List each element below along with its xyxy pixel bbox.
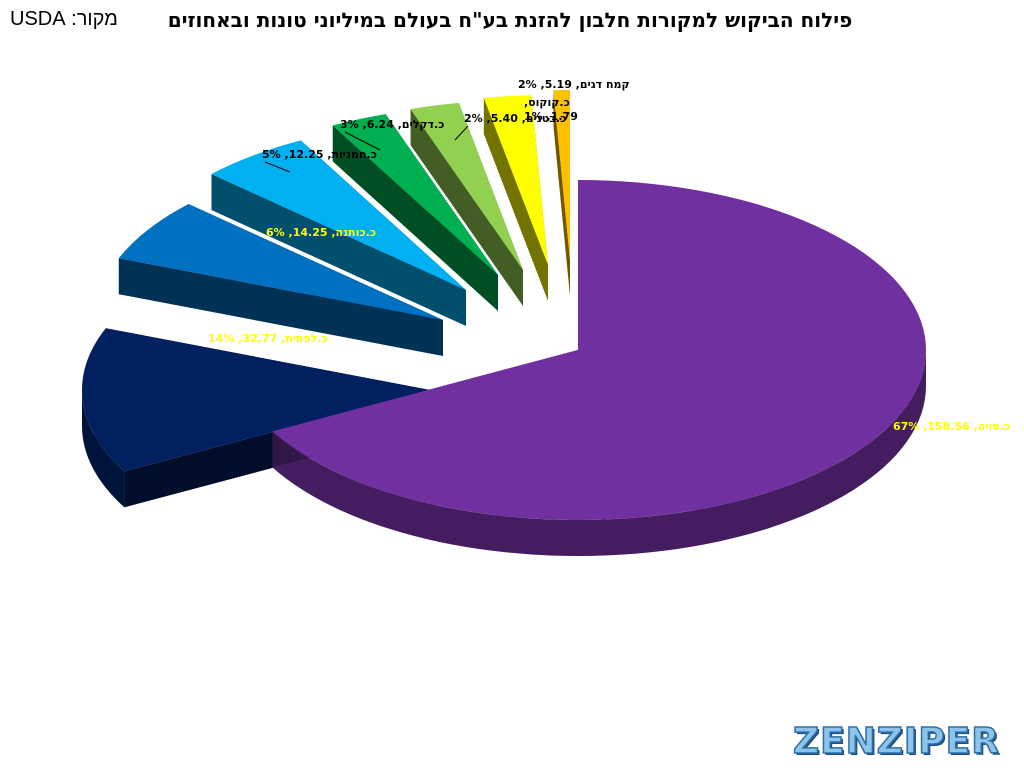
chart-title: פילוח הביקוש למקורות חלבון להזנת בע"ח בע… [167, 8, 853, 32]
pie-slice-2 [118, 204, 443, 356]
slice-wall-6-0 [483, 97, 548, 301]
zenziper-logo: ZENZIPER [792, 720, 1000, 763]
pie-slice-3 [211, 140, 466, 326]
slice-top-1 [81, 328, 431, 472]
data-label-2: כ.כותנה, 14.25, 6% [266, 226, 376, 239]
slice-top-6 [483, 95, 548, 265]
slice-top-2 [118, 204, 443, 320]
leader-line-4 [344, 131, 381, 151]
slice-wall-3-0 [211, 174, 466, 326]
slice-top-0 [272, 180, 927, 520]
slice-top-7 [553, 90, 570, 260]
slice-wall-5-0 [410, 109, 523, 306]
slice-top-4 [332, 114, 498, 275]
data-label-6: קמח דגים, 5.19, 2% [518, 78, 630, 91]
pie-slice-6 [483, 95, 548, 301]
data-label-0: כ.סויה, 158.56, 67% [893, 420, 1010, 433]
data-label-5: כ.בטנים, 5.40, 2% [464, 112, 566, 125]
leader-line-3 [264, 161, 291, 173]
data-label-4: כ.דקלים, 6.24, 3% [340, 118, 444, 131]
pie-slice-7 [553, 90, 570, 296]
slice-top-5 [410, 102, 523, 270]
data-label-3: כ.חמניות, 12.25, 5% [262, 148, 377, 161]
slice-side-0 [272, 350, 927, 556]
slice-wall-7-0 [553, 90, 570, 296]
slice-top-3 [211, 140, 466, 290]
slice-wall-2-0 [118, 258, 443, 356]
slice-side-1 [82, 390, 125, 508]
source-label: מקור: USDA [10, 8, 118, 30]
data-label-1: כ.לפתית, 32.77, 14% [208, 332, 328, 345]
pie-slice-5 [410, 102, 523, 306]
data-label-7: כ.קוקוס, 1.79, 1% [524, 96, 578, 123]
slice-wall-4-0 [332, 125, 498, 311]
leader-line-5 [454, 125, 469, 141]
pie-slice-4 [332, 114, 498, 311]
pie-slice-0 [272, 180, 927, 556]
